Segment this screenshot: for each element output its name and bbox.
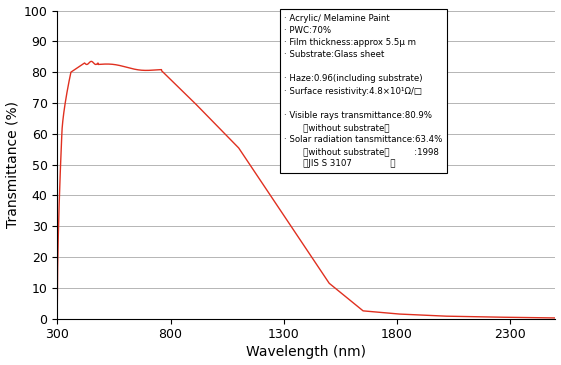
Y-axis label: Transmittance (%): Transmittance (%) xyxy=(6,101,20,228)
Text: · Acrylic∕ Melamine Paint
· PWC:70%
· Film thickness:approx 5.5μ m
· Substrate:G: · Acrylic∕ Melamine Paint · PWC:70% · Fi… xyxy=(284,14,442,168)
X-axis label: Wavelength (nm): Wavelength (nm) xyxy=(246,345,366,360)
